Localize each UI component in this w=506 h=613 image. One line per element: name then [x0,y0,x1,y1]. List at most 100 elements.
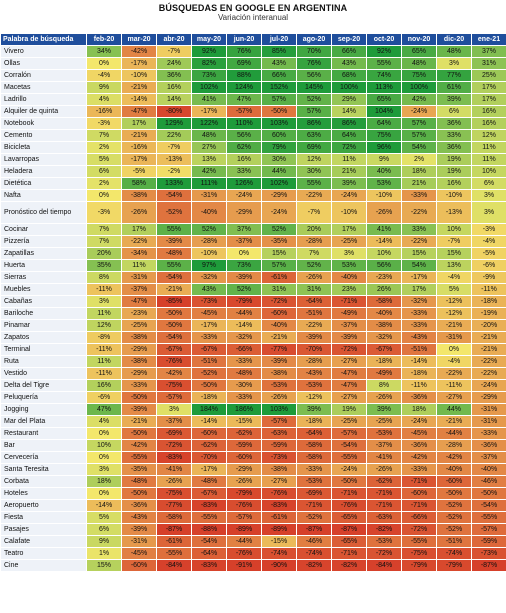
heat-cell: -11% [87,284,122,296]
heat-cell: -43% [297,368,332,380]
heat-cell: -57% [262,416,297,428]
heat-cell: 56% [367,260,402,272]
heat-cell: 96% [367,142,402,154]
heat-cell: -22% [472,356,506,368]
heat-cell: -17% [402,272,437,284]
heat-cell: 184% [192,404,227,416]
heat-cell: 97% [192,260,227,272]
heat-cell: 21% [332,166,367,178]
row-label: Corbata [1,476,87,488]
heat-cell: -11% [402,380,437,392]
heat-cell: 53% [367,178,402,190]
heat-cell: -50% [332,476,367,488]
table-row: Pronóstico del tiempo-3%-26%-52%-40%-29%… [1,202,506,224]
heat-cell: 41% [367,224,402,236]
heat-cell: -62% [192,440,227,452]
heat-cell: -77% [157,500,192,512]
heat-cell: -83% [157,452,192,464]
heat-cell: -50% [157,308,192,320]
heat-cell: 58% [122,178,157,190]
heat-cell: -45% [192,308,227,320]
heat-cell: -75% [157,488,192,500]
heat-cell: 16% [157,82,192,94]
heat-cell: -29% [122,368,157,380]
heat-cell: -38% [367,320,402,332]
heat-cell: -82% [297,560,332,572]
heat-cell: 7% [297,248,332,260]
heat-cell: -33% [122,380,157,392]
heat-cell: 63% [297,130,332,142]
heat-cell: 9% [367,154,402,166]
heat-cell: -35% [262,236,297,248]
heat-cell: 16% [472,118,506,130]
heat-cell: -3% [87,118,122,130]
heat-cell: 31% [297,284,332,296]
heat-cell: -21% [472,332,506,344]
heat-cell: -35% [122,464,157,476]
heat-cell: 17% [472,94,506,106]
row-label: Santa Teresita [1,464,87,476]
heat-cell: -84% [157,560,192,572]
heat-cell: -22% [472,368,506,380]
heat-cell: -23% [367,272,402,284]
heat-cell: 73% [227,260,262,272]
heat-cell: 72% [332,142,367,154]
column-header-dic-20: dic-20 [437,34,472,46]
heat-cell: -22% [402,236,437,248]
heat-cell: -26% [262,392,297,404]
heat-cell: -18% [367,356,402,368]
heat-cell: -54% [472,500,506,512]
heat-cell: 20% [87,248,122,260]
heat-cell: 145% [297,82,332,94]
heat-cell: 30% [297,166,332,178]
heat-cell: -14% [402,356,437,368]
heat-cell: -31% [472,416,506,428]
row-label: Restaurant [1,428,87,440]
heat-cell: -25% [332,416,367,428]
heat-cell: -31% [192,190,227,202]
heat-cell: -36% [402,440,437,452]
heat-cell: 60% [262,130,297,142]
heat-cell: -45% [402,428,437,440]
heat-cell: 48% [192,130,227,142]
heat-cell: -21% [122,130,157,142]
heat-cell: 29% [332,94,367,106]
heat-cell: 22% [157,130,192,142]
heat-cell: 43% [192,284,227,296]
heat-cell: -7% [157,46,192,58]
heat-cell: -17% [192,106,227,118]
heat-cell: 19% [437,166,472,178]
column-header-may-20: may-20 [192,34,227,46]
heat-cell: -77% [262,344,297,356]
heat-cell: 15% [262,248,297,260]
heat-cell: -29% [227,202,262,224]
heat-cell: -76% [227,500,262,512]
heat-cell: -52% [157,202,192,224]
heat-cell: -3% [87,202,122,224]
heat-cell: -12% [297,392,332,404]
heat-cell: 3% [157,404,192,416]
heat-cell: -52% [437,524,472,536]
heat-cell: -52% [437,500,472,512]
heat-cell: 0% [87,58,122,70]
heat-cell: 17% [402,284,437,296]
heat-cell: 33% [402,224,437,236]
heat-cell: -55% [402,536,437,548]
heat-cell: 7% [87,130,122,142]
heat-cell: -17% [192,464,227,476]
heat-cell: -8% [87,332,122,344]
table-row: Notebook-3%17%129%122%110%103%86%86%64%5… [1,118,506,130]
heat-cell: -43% [402,332,437,344]
column-header-ago-20: ago-20 [297,34,332,46]
heat-cell: 56% [227,130,262,142]
heat-cell: 19% [332,404,367,416]
heat-cell: 122% [192,118,227,130]
